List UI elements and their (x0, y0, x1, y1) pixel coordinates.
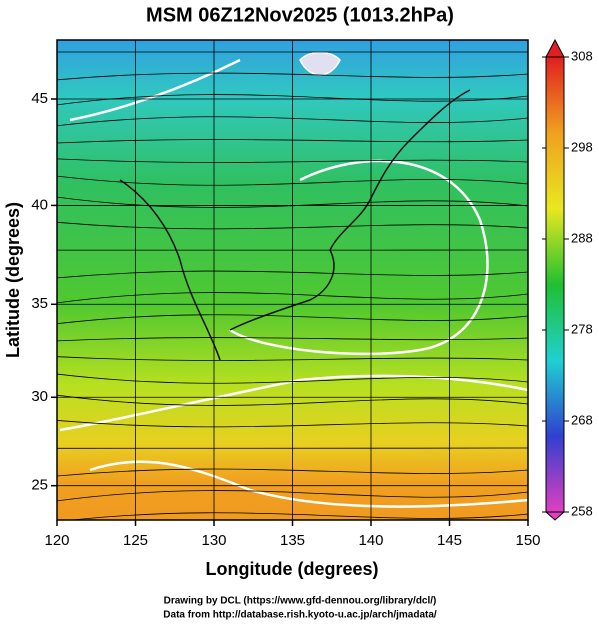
x-tick-label: 150 (515, 532, 540, 549)
x-tick-label: 135 (280, 532, 305, 549)
streamline (57, 139, 528, 144)
x-tick-label: 120 (44, 532, 69, 549)
x-tick-label: 140 (358, 532, 383, 549)
x-axis-label: Longitude (degrees) (205, 559, 378, 579)
streamline (68, 512, 528, 520)
y-axis-label: Latitude (degrees) (3, 202, 23, 358)
streamline (57, 72, 528, 81)
streamline (57, 373, 528, 384)
streamline (57, 221, 528, 230)
y-tick-label: 40 (31, 196, 48, 213)
colorbar-tick-label: 308 (571, 48, 593, 63)
streamline (57, 356, 528, 361)
streamline (57, 420, 528, 428)
streamline (57, 394, 528, 406)
map-streamlines (57, 51, 528, 520)
streamline (57, 337, 528, 342)
streamline (57, 196, 528, 208)
streamline (57, 468, 528, 477)
y-tick-label: 30 (31, 388, 48, 405)
x-tick-label: 130 (201, 532, 226, 549)
streamline (57, 490, 528, 502)
colorbar-tick-label: 298 (571, 139, 593, 154)
credit: Data from http://database.rish.kyoto-u.a… (163, 610, 437, 621)
streamline (57, 314, 528, 325)
streamline (57, 175, 528, 186)
colorbar-top-arrow (545, 38, 565, 58)
colorbar-tick-label: 278 (571, 321, 593, 336)
map-decoration (59, 51, 528, 508)
colorbar-bottom-arrow (544, 511, 566, 521)
x-tick-label: 145 (437, 532, 462, 549)
colorbar-tick-label: 258 (571, 503, 593, 518)
credit: Drawing by DCL (https://www.gfd-dennou.o… (164, 596, 437, 607)
y-tick-label: 45 (31, 90, 48, 107)
y-tick-label: 35 (31, 295, 48, 312)
y-tick-label: 25 (31, 477, 48, 494)
x-tick-label: 125 (123, 532, 148, 549)
streamline (57, 116, 528, 127)
colorbar (545, 56, 565, 513)
chart-title: MSM 06Z12Nov2025 (1013.2hPa) (146, 4, 454, 26)
colorbar-tick-label: 288 (571, 230, 593, 245)
streamline (57, 158, 528, 163)
colorbar-tick-label: 268 (571, 412, 593, 427)
streamline (57, 270, 528, 279)
streamline (57, 292, 528, 304)
streamline (57, 94, 528, 106)
